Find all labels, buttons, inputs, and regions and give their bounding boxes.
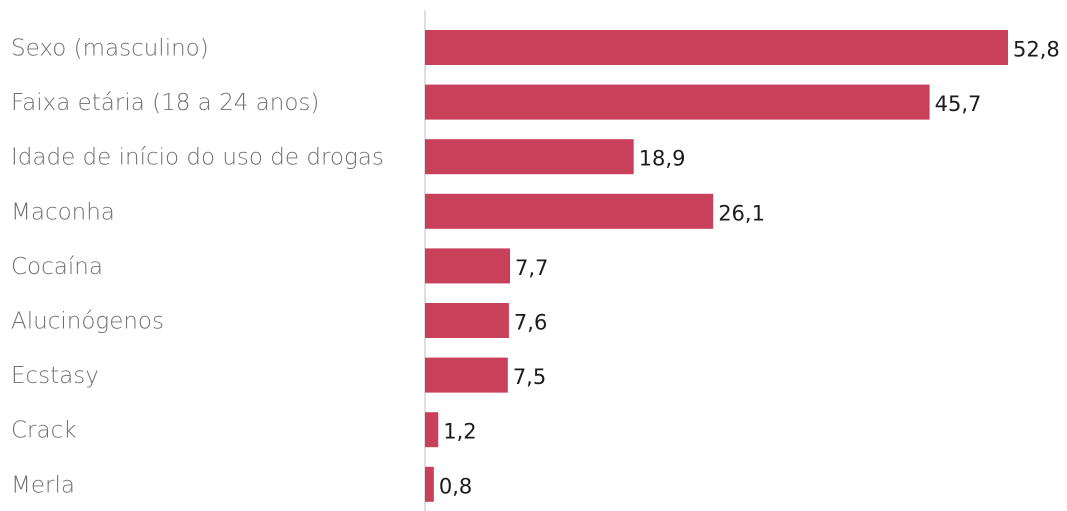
bars-group — [425, 30, 1008, 502]
value-label: 7,5 — [513, 365, 546, 389]
value-label: 26,1 — [718, 201, 765, 225]
value-label: 1,2 — [443, 420, 476, 444]
category-labels-group: Sexo (masculino) Faixa etária (18 a 24 an… — [11, 36, 384, 499]
bar — [425, 248, 511, 284]
category-label: Alucinógenos — [11, 309, 164, 335]
bar — [425, 193, 714, 229]
category-label: Merla — [11, 472, 75, 498]
value-label: 52,8 — [1013, 38, 1060, 62]
category-label: Idade de início do uso de drogas — [11, 145, 384, 171]
category-label: Faixa etária (18 a 24 anos) — [11, 90, 319, 116]
bar — [425, 357, 508, 393]
value-label: 18,9 — [639, 147, 686, 171]
category-label: Sexo (masculino) — [11, 36, 209, 62]
bar — [425, 84, 930, 120]
bar — [425, 139, 634, 175]
value-labels-group: 52,8 45,7 18,9 26,1 7,7 7,6 7,5 1,2 0,8 — [439, 38, 1060, 499]
value-label: 45,7 — [935, 92, 982, 116]
value-label: 7,7 — [515, 256, 548, 280]
bar — [425, 412, 439, 448]
category-label: Maconha — [11, 199, 115, 225]
bar — [425, 303, 509, 338]
bar — [425, 30, 1008, 65]
bar — [425, 466, 434, 502]
category-label: Ecstasy — [11, 363, 99, 389]
value-label: 0,8 — [439, 474, 472, 498]
category-label: Crack — [11, 418, 77, 444]
category-label: Cocaína — [11, 254, 103, 280]
value-label: 7,6 — [514, 311, 547, 335]
